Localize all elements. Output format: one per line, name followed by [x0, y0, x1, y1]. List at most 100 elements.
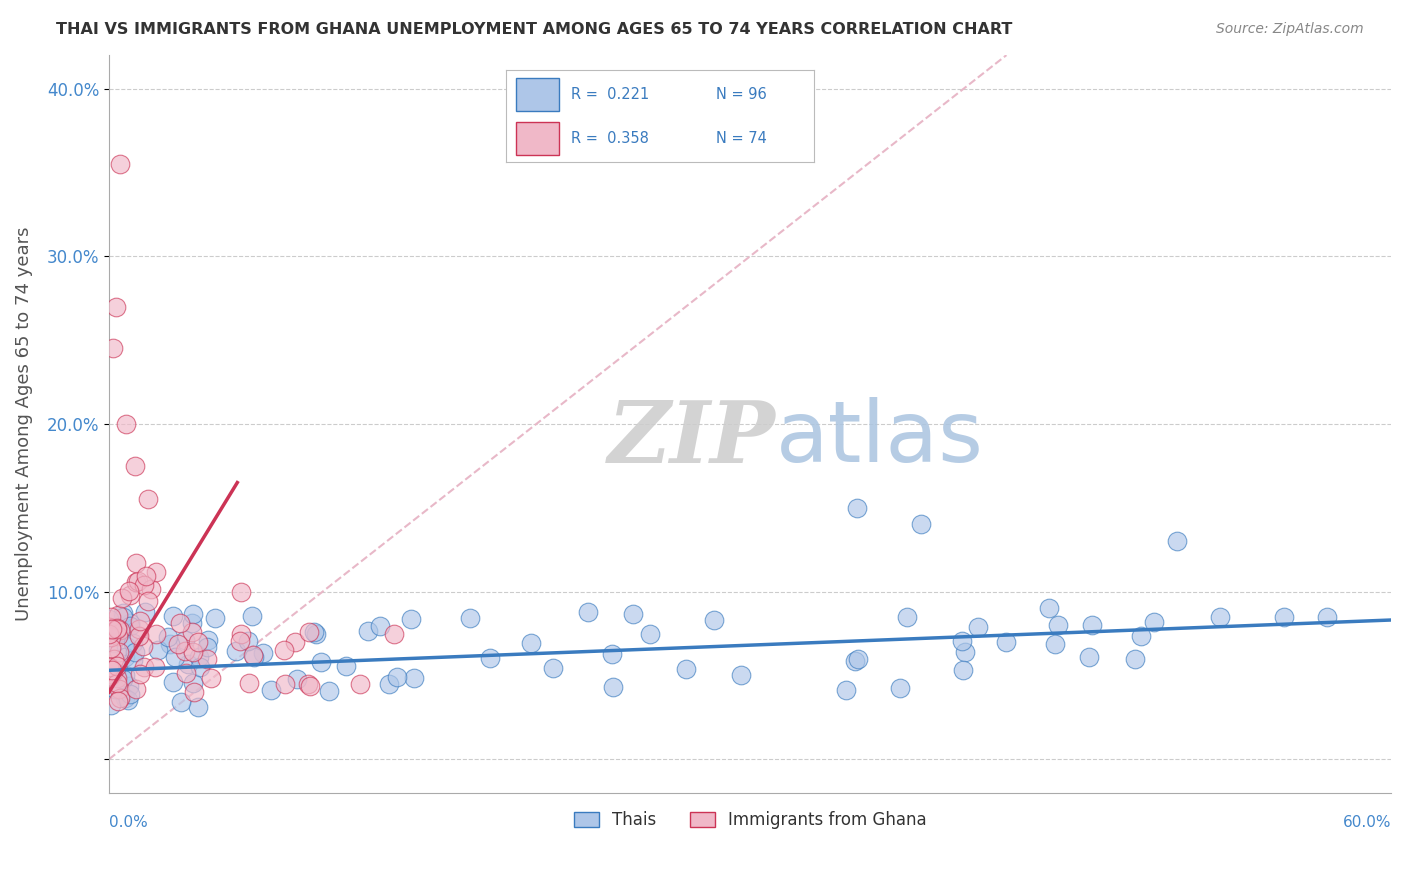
Point	[638, 627, 661, 641]
Point	[204, 611, 226, 625]
Point	[107, 629, 129, 643]
Point	[159, 637, 181, 651]
Point	[104, 682, 127, 697]
Text: 0.0%: 0.0%	[110, 814, 148, 830]
Point	[128, 667, 150, 681]
Point	[896, 610, 918, 624]
Point	[110, 591, 132, 605]
Point	[132, 578, 155, 592]
Point	[114, 691, 136, 706]
Point	[229, 626, 252, 640]
Point	[101, 622, 124, 636]
Point	[356, 624, 378, 638]
Point	[103, 670, 125, 684]
Point	[145, 566, 167, 580]
Point	[195, 640, 218, 654]
Point	[104, 666, 127, 681]
Point	[952, 663, 974, 677]
Point	[1143, 615, 1166, 629]
Point	[302, 625, 325, 640]
Point	[166, 637, 188, 651]
Point	[229, 634, 252, 648]
Point	[309, 655, 332, 669]
Point	[478, 650, 501, 665]
Point	[190, 660, 212, 674]
Point	[458, 611, 481, 625]
Point	[273, 643, 295, 657]
Point	[195, 652, 218, 666]
Point	[1047, 618, 1070, 632]
Text: THAI VS IMMIGRANTS FROM GHANA UNEMPLOYMENT AMONG AGES 65 TO 74 YEARS CORRELATION: THAI VS IMMIGRANTS FROM GHANA UNEMPLOYME…	[56, 22, 1012, 37]
Point	[910, 517, 932, 532]
Point	[274, 677, 297, 691]
Point	[368, 619, 391, 633]
Point	[98, 626, 121, 640]
Point	[200, 671, 222, 685]
Point	[105, 622, 128, 636]
Point	[318, 683, 340, 698]
Point	[124, 458, 146, 473]
Point	[378, 677, 401, 691]
Point	[967, 620, 990, 634]
Point	[1130, 629, 1153, 643]
Text: atlas: atlas	[776, 397, 984, 480]
Point	[128, 614, 150, 628]
Point	[602, 680, 624, 694]
Text: Source: ZipAtlas.com: Source: ZipAtlas.com	[1216, 22, 1364, 37]
Point	[98, 660, 121, 674]
Point	[105, 659, 128, 673]
Point	[108, 691, 131, 706]
Point	[846, 651, 869, 665]
Point	[404, 671, 426, 685]
Point	[1038, 601, 1060, 615]
Point	[110, 624, 132, 639]
Point	[349, 677, 371, 691]
Point	[101, 636, 124, 650]
Point	[576, 605, 599, 619]
Legend: Thais, Immigrants from Ghana: Thais, Immigrants from Ghana	[567, 805, 934, 836]
Point	[101, 622, 124, 636]
Point	[121, 636, 143, 650]
Point	[118, 688, 141, 702]
Point	[675, 662, 697, 676]
Point	[121, 652, 143, 666]
Point	[117, 693, 139, 707]
Point	[225, 644, 247, 658]
Point	[118, 584, 141, 599]
Point	[111, 624, 134, 638]
Point	[125, 556, 148, 570]
Point	[118, 616, 141, 631]
Point	[108, 157, 131, 171]
Point	[387, 670, 409, 684]
Point	[101, 665, 124, 680]
Point	[136, 593, 159, 607]
Point	[118, 618, 141, 632]
Point	[243, 650, 266, 665]
Point	[835, 683, 858, 698]
Point	[889, 681, 911, 695]
Point	[134, 605, 156, 619]
Point	[127, 574, 149, 589]
Point	[145, 627, 167, 641]
Point	[174, 632, 197, 647]
Point	[114, 650, 136, 665]
Point	[298, 625, 321, 640]
Point	[187, 699, 209, 714]
Point	[108, 645, 131, 659]
Point	[197, 633, 219, 648]
Point	[177, 657, 200, 672]
Point	[600, 647, 623, 661]
Point	[104, 300, 127, 314]
Point	[183, 685, 205, 699]
Point	[519, 636, 541, 650]
Point	[115, 639, 138, 653]
Point	[132, 659, 155, 673]
Point	[115, 417, 138, 431]
Point	[98, 666, 121, 681]
Point	[297, 677, 319, 691]
Point	[399, 612, 422, 626]
Point	[100, 641, 122, 656]
Point	[285, 672, 308, 686]
Point	[98, 611, 121, 625]
Point	[162, 608, 184, 623]
